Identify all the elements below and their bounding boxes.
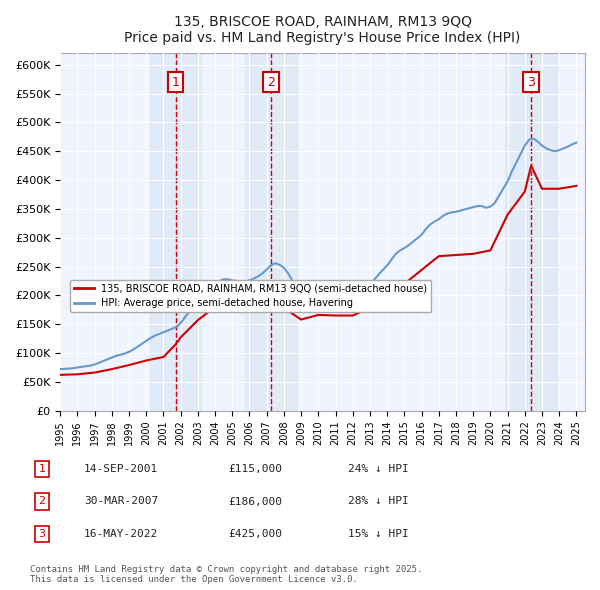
Bar xyxy=(245,53,296,411)
Text: 2: 2 xyxy=(38,497,46,506)
Legend: 135, BRISCOE ROAD, RAINHAM, RM13 9QQ (semi-detached house), HPI: Average price, : 135, BRISCOE ROAD, RAINHAM, RM13 9QQ (se… xyxy=(70,280,431,312)
Text: 2: 2 xyxy=(267,76,275,88)
Text: £115,000: £115,000 xyxy=(228,464,282,474)
Title: 135, BRISCOE ROAD, RAINHAM, RM13 9QQ
Price paid vs. HM Land Registry's House Pri: 135, BRISCOE ROAD, RAINHAM, RM13 9QQ Pri… xyxy=(124,15,521,45)
Text: Contains HM Land Registry data © Crown copyright and database right 2025.
This d: Contains HM Land Registry data © Crown c… xyxy=(30,565,422,584)
Text: 30-MAR-2007: 30-MAR-2007 xyxy=(84,497,158,506)
Text: 14-SEP-2001: 14-SEP-2001 xyxy=(84,464,158,474)
Bar xyxy=(505,53,557,411)
Text: 16-MAY-2022: 16-MAY-2022 xyxy=(84,529,158,539)
Bar xyxy=(150,53,202,411)
Text: £186,000: £186,000 xyxy=(228,497,282,506)
Text: 28% ↓ HPI: 28% ↓ HPI xyxy=(348,497,409,506)
Text: 3: 3 xyxy=(38,529,46,539)
Text: 24% ↓ HPI: 24% ↓ HPI xyxy=(348,464,409,474)
Text: £425,000: £425,000 xyxy=(228,529,282,539)
Text: 1: 1 xyxy=(172,76,179,88)
Text: 15% ↓ HPI: 15% ↓ HPI xyxy=(348,529,409,539)
Text: 1: 1 xyxy=(38,464,46,474)
Text: 3: 3 xyxy=(527,76,535,88)
